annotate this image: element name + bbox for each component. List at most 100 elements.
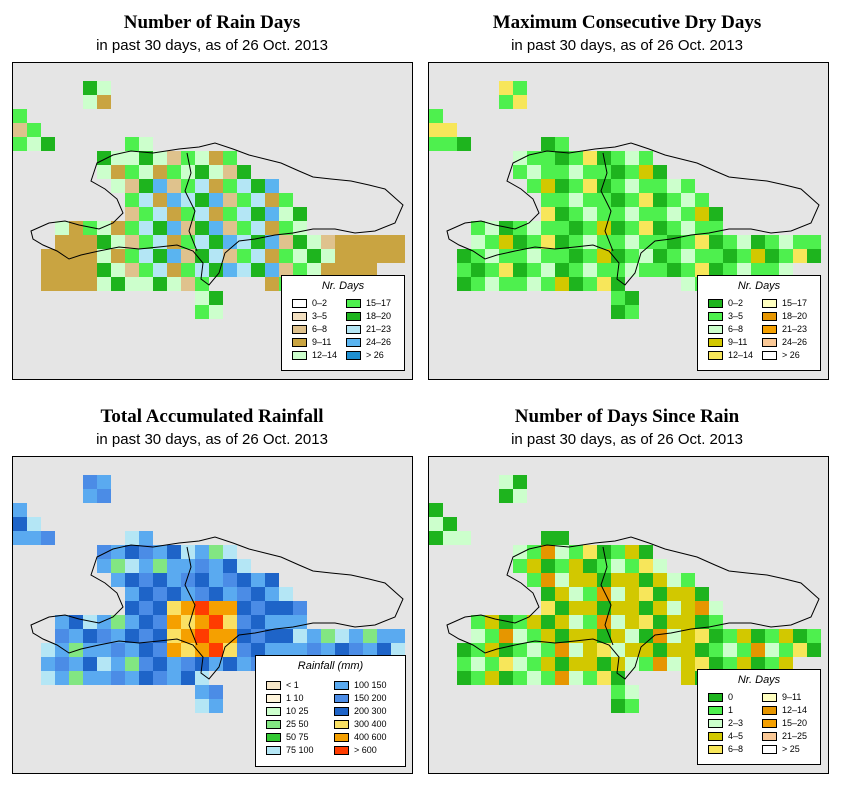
legend-label: 0–2 bbox=[312, 298, 328, 308]
grid-cell bbox=[153, 671, 167, 685]
legend-label: 21–25 bbox=[782, 731, 808, 741]
grid-cell bbox=[167, 657, 181, 671]
grid-cell bbox=[195, 573, 209, 587]
grid-cell bbox=[807, 643, 821, 657]
legend-label: 24–26 bbox=[782, 337, 808, 347]
legend-label: 75 100 bbox=[286, 745, 314, 755]
grid-cell bbox=[195, 165, 209, 179]
grid-cell bbox=[27, 531, 41, 545]
grid-cell bbox=[265, 263, 279, 277]
grid-cell bbox=[737, 249, 751, 263]
grid-cell bbox=[485, 221, 499, 235]
grid-cell bbox=[625, 179, 639, 193]
grid-cell bbox=[471, 235, 485, 249]
grid-cell bbox=[195, 545, 209, 559]
grid-cell bbox=[807, 249, 821, 263]
grid-cell bbox=[223, 559, 237, 573]
grid-cell bbox=[681, 221, 695, 235]
grid-cell bbox=[625, 629, 639, 643]
grid-cell bbox=[667, 601, 681, 615]
grid-cell bbox=[111, 263, 125, 277]
grid-cell bbox=[125, 531, 139, 545]
grid-cell bbox=[583, 545, 597, 559]
grid-cell bbox=[97, 249, 111, 263]
grid-cell bbox=[653, 629, 667, 643]
grid-cell bbox=[653, 193, 667, 207]
grid-cell bbox=[139, 573, 153, 587]
grid-cell bbox=[69, 615, 83, 629]
legend-label: 200 300 bbox=[354, 706, 387, 716]
grid-cell bbox=[499, 249, 513, 263]
grid-cell bbox=[499, 671, 513, 685]
grid-cell bbox=[69, 263, 83, 277]
grid-cell bbox=[583, 573, 597, 587]
legend-swatch bbox=[292, 338, 307, 347]
grid-cell bbox=[499, 95, 513, 109]
grid-cell bbox=[97, 277, 111, 291]
grid-cell bbox=[41, 263, 55, 277]
grid-cell bbox=[167, 165, 181, 179]
grid-cell bbox=[377, 629, 391, 643]
legend-title: Nr. Days bbox=[737, 280, 781, 292]
grid-cell bbox=[611, 559, 625, 573]
grid-cell bbox=[209, 657, 223, 671]
grid-cell bbox=[125, 207, 139, 221]
legend-label: 1 10 bbox=[286, 693, 304, 703]
grid-cell bbox=[195, 671, 209, 685]
grid-cell bbox=[779, 263, 793, 277]
grid-cell bbox=[429, 137, 443, 151]
grid-cell bbox=[167, 263, 181, 277]
legend-label: 15–17 bbox=[366, 298, 392, 308]
grid-cell bbox=[541, 671, 555, 685]
grid-cell bbox=[55, 277, 69, 291]
grid-cell bbox=[153, 249, 167, 263]
legend-label: 6–8 bbox=[728, 324, 744, 334]
grid-cell bbox=[541, 545, 555, 559]
grid-cell bbox=[125, 221, 139, 235]
legend-swatch bbox=[708, 338, 723, 347]
grid-cell bbox=[83, 277, 97, 291]
grid-cell bbox=[279, 643, 293, 657]
grid-cell bbox=[293, 643, 307, 657]
legend-label: 21–23 bbox=[366, 324, 392, 334]
legend-swatch bbox=[266, 681, 281, 690]
grid-cell bbox=[195, 699, 209, 713]
legend-swatch bbox=[266, 694, 281, 703]
grid-cell bbox=[765, 263, 779, 277]
grid-cell bbox=[541, 573, 555, 587]
grid-cell bbox=[167, 277, 181, 291]
grid-cell bbox=[209, 643, 223, 657]
grid-cell bbox=[125, 165, 139, 179]
grid-cell bbox=[69, 629, 83, 643]
grid-cell bbox=[457, 249, 471, 263]
grid-cell bbox=[181, 193, 195, 207]
grid-cell bbox=[97, 671, 111, 685]
grid-cell bbox=[223, 151, 237, 165]
grid-cell bbox=[349, 263, 363, 277]
grid-cell bbox=[569, 249, 583, 263]
grid-cell bbox=[555, 587, 569, 601]
grid-cell bbox=[97, 489, 111, 503]
grid-cell bbox=[639, 179, 653, 193]
grid-cell bbox=[695, 207, 709, 221]
grid-cell bbox=[209, 559, 223, 573]
grid-cell bbox=[793, 643, 807, 657]
grid-cell bbox=[751, 629, 765, 643]
grid-cell bbox=[583, 559, 597, 573]
grid-cell bbox=[265, 615, 279, 629]
grid-cell bbox=[541, 277, 555, 291]
grid-cell bbox=[321, 249, 335, 263]
grid-cell bbox=[653, 235, 667, 249]
grid-cell bbox=[695, 615, 709, 629]
grid-cell bbox=[237, 207, 251, 221]
grid-cell bbox=[597, 615, 611, 629]
grid-cell bbox=[153, 643, 167, 657]
grid-cell bbox=[265, 573, 279, 587]
grid-cell bbox=[97, 263, 111, 277]
grid-cell bbox=[653, 657, 667, 671]
grid-cell bbox=[541, 615, 555, 629]
grid-cell bbox=[681, 249, 695, 263]
grid-cell bbox=[653, 221, 667, 235]
grid-cell bbox=[611, 587, 625, 601]
grid-cell bbox=[223, 545, 237, 559]
